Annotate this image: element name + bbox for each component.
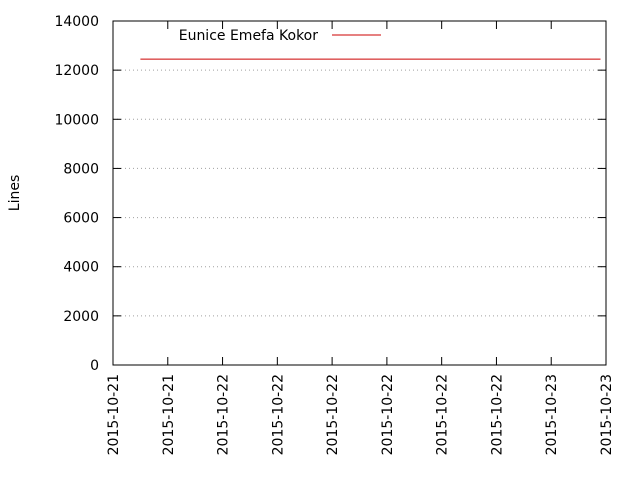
y-tick-label: 14000 [54, 14, 99, 30]
y-axis-label: Lines [7, 175, 23, 211]
x-tick-label: 2015-10-22 [325, 374, 341, 455]
x-tick-label: 2015-10-22 [435, 374, 451, 455]
legend: Eunice Emefa Kokor [179, 28, 381, 44]
x-tick-label: 2015-10-21 [161, 374, 177, 455]
y-tick-label: 12000 [54, 63, 99, 79]
y-tick-label: 2000 [63, 309, 99, 325]
y-axis: 0 2000 4000 6000 8000 10000 12000 14000 [54, 14, 606, 374]
x-tick-label: 2015-10-22 [489, 374, 505, 455]
y-tick-label: 4000 [63, 260, 99, 276]
legend-series-label: Eunice Emefa Kokor [179, 28, 319, 44]
x-tick-label: 2015-10-22 [270, 374, 286, 455]
y-tick-label: 6000 [63, 211, 99, 227]
y-tick-label: 0 [90, 358, 99, 374]
x-tick-label: 2015-10-22 [380, 374, 396, 455]
x-tick-label: 2015-10-22 [216, 374, 232, 455]
y-tick-label: 8000 [63, 161, 99, 177]
x-axis: 2015-10-21 2015-10-21 2015-10-22 2015-10-22… [106, 21, 615, 455]
x-tick-label: 2015-10-23 [544, 374, 560, 455]
x-tick-label: 2015-10-21 [106, 374, 122, 455]
x-tick-label: 2015-10-23 [599, 374, 615, 455]
plot-frame [112, 20, 607, 366]
y-tick-label: 10000 [54, 112, 99, 128]
